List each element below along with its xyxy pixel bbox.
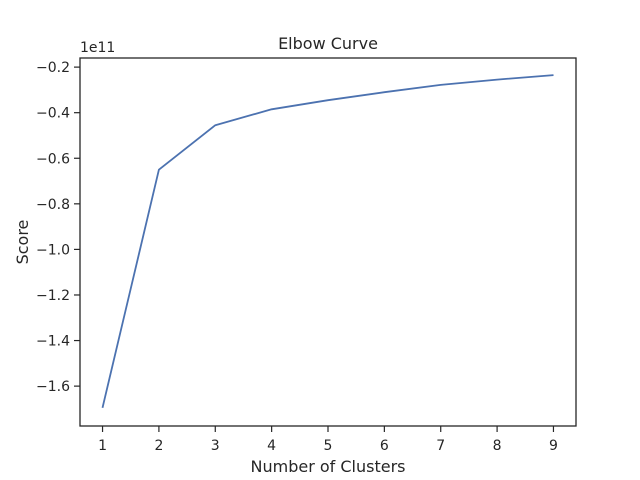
x-tick-label: 2: [154, 438, 163, 454]
y-axis-label: Score: [13, 220, 32, 265]
y-tick-label: −1.2: [36, 288, 70, 304]
series-line: [101, 74, 554, 409]
y-tick-label: −0.4: [36, 106, 70, 122]
x-tick-label: 1: [98, 438, 107, 454]
x-axis-label: Number of Clusters: [251, 457, 406, 476]
x-tick-label: 9: [549, 438, 558, 454]
x-tick-label: 4: [267, 438, 276, 454]
y-tick-label: −1.6: [36, 379, 70, 395]
x-tick-label: 3: [211, 438, 220, 454]
y-offset-label: 1e11: [80, 40, 115, 56]
y-tick-label: −1.0: [36, 242, 70, 258]
y-axis-ticks: −0.2 −0.4 −0.6 −0.8 −1.0 −1.2 −1.4 −1.6: [36, 60, 80, 395]
x-tick-label: 6: [380, 438, 389, 454]
x-axis-ticks: 1 2 3 4 5 6 7 8 9: [98, 426, 558, 454]
chart-title: Elbow Curve: [278, 34, 378, 53]
y-tick-label: −0.8: [36, 197, 70, 213]
x-tick-label: 7: [436, 438, 445, 454]
y-tick-label: −0.6: [36, 151, 70, 167]
plot-area: [79, 57, 577, 427]
x-tick-label: 5: [324, 438, 333, 454]
y-tick-label: −0.2: [36, 60, 70, 76]
y-tick-label: −1.4: [36, 334, 70, 350]
x-tick-label: 8: [493, 438, 502, 454]
series-layer: [101, 74, 554, 409]
